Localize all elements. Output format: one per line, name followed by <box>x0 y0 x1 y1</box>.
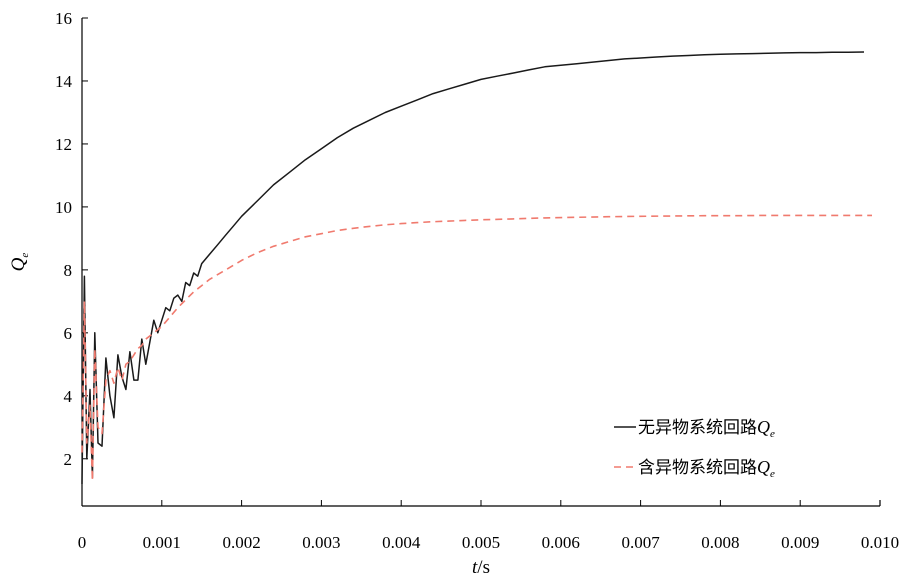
x-tick-label: 0.002 <box>222 533 260 552</box>
y-tick-label: 10 <box>55 198 72 217</box>
legend-label: 无异物系统回路Qe <box>638 417 775 440</box>
x-tick-label: 0.009 <box>781 533 819 552</box>
y-tick-label: 16 <box>55 9 72 28</box>
x-tick-label: 0.004 <box>382 533 421 552</box>
y-tick-label: 12 <box>55 135 72 154</box>
series-line-0 <box>81 51 865 485</box>
series-layer <box>81 51 872 485</box>
y-tick-label: 4 <box>64 387 73 406</box>
y-tick-label: 6 <box>64 324 73 343</box>
plot-area: 0 0.001 0.002 0.003 0.004 0.005 0.006 0.007 0.00… <box>55 9 899 552</box>
x-tick-label: 0.008 <box>701 533 739 552</box>
x-tick-label: 0.003 <box>302 533 340 552</box>
x-tick-label: 0.005 <box>462 533 500 552</box>
series-line-1 <box>81 214 872 482</box>
x-tick-label: 0.010 <box>861 533 899 552</box>
x-axis-title: t/s <box>472 557 490 577</box>
y-axis-title: Qe <box>8 253 31 272</box>
legend: 无异物系统回路Qe 含异物系统回路Qe <box>614 417 775 480</box>
legend-label: 含异物系统回路Qe <box>638 457 775 480</box>
x-tick-label: 0.006 <box>542 533 580 552</box>
y-tick-label: 14 <box>55 72 73 91</box>
x-ticks: 0 0.001 0.002 0.003 0.004 0.005 0.006 0.007 0.00… <box>78 500 899 552</box>
legend-item-series-1: 含异物系统回路Qe <box>614 457 775 480</box>
x-tick-label: 0.001 <box>143 533 181 552</box>
y-tick-label: 8 <box>64 261 73 280</box>
legend-item-series-0: 无异物系统回路Qe <box>614 417 775 440</box>
y-ticks: 2 4 6 8 10 12 14 16 <box>55 9 88 469</box>
x-tick-label: 0.007 <box>621 533 660 552</box>
x-tick-label: 0 <box>78 533 87 552</box>
y-tick-label: 2 <box>64 450 73 469</box>
